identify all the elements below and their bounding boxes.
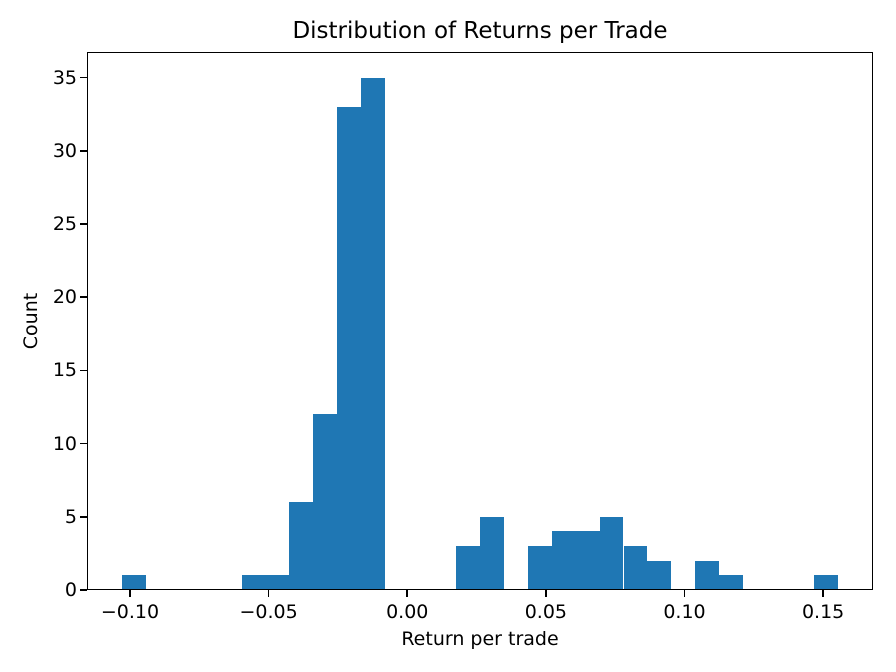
histogram-bar	[718, 575, 743, 590]
x-axis-tick	[267, 590, 270, 597]
histogram-bar	[456, 546, 481, 590]
histogram-bar	[480, 516, 505, 590]
x-axis-tick-label: −0.05	[239, 601, 298, 623]
histogram-bar	[575, 531, 600, 590]
y-axis-tick-label: 10	[52, 432, 77, 455]
histogram-bar	[528, 546, 552, 590]
histogram-bar	[241, 575, 266, 590]
histogram-bar	[265, 575, 290, 590]
histogram-bar	[814, 575, 839, 590]
y-axis-tick	[80, 296, 87, 298]
y-axis-label-text: Count	[20, 292, 42, 350]
y-axis-tick-label: 35	[52, 66, 77, 89]
y-axis-tick	[80, 76, 87, 79]
y-axis-tick-label: 5	[64, 505, 77, 528]
plot-area: −0.10 −0.05 0.00 0.05 0.10 0.15 0 5 10 15 20 25 30 3…	[53, 52, 873, 623]
y-axis-tick-label: 15	[52, 359, 77, 382]
y-axis-tick-label: 30	[52, 139, 77, 162]
x-axis-tick-label: 0.05	[524, 601, 567, 623]
histogram-bar	[599, 516, 624, 590]
x-axis-tick	[683, 590, 686, 597]
histogram-bar	[122, 575, 147, 590]
x-axis-tick-label: 0.00	[386, 601, 429, 623]
histogram-bar	[695, 560, 719, 590]
y-axis-tick	[80, 442, 87, 445]
y-axis-tick	[80, 150, 87, 152]
x-axis-tick	[545, 590, 547, 597]
histogram-bar	[647, 560, 672, 590]
histogram-bar	[623, 546, 648, 590]
histogram-bar	[313, 414, 338, 590]
x-axis-tick	[129, 590, 131, 597]
x-axis-label: Return per trade	[401, 628, 559, 650]
histogram-bar	[337, 106, 361, 590]
histogram-bar	[289, 502, 314, 590]
chart-title: Distribution of Returns per Trade	[292, 18, 668, 44]
y-axis-tick	[80, 369, 87, 372]
x-axis-tick-label: −0.10	[100, 601, 160, 623]
y-axis-tick-label: 0	[64, 579, 77, 601]
y-axis-tick	[80, 589, 87, 591]
histogram-bar	[360, 77, 385, 590]
x-axis-tick	[822, 590, 824, 597]
histogram-bar	[551, 531, 576, 590]
x-axis-tick-label: 0.10	[663, 601, 706, 623]
y-axis-tick	[80, 516, 87, 518]
y-axis-tick-label: 25	[52, 213, 77, 235]
x-axis-tick	[406, 590, 409, 597]
y-axis-tick-label: 20	[52, 286, 77, 309]
y-axis-tick	[80, 223, 87, 225]
x-axis-tick-label: 0.15	[801, 601, 845, 623]
